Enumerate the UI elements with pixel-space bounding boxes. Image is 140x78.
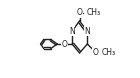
Text: CH₃: CH₃ bbox=[101, 48, 115, 57]
Text: N: N bbox=[69, 27, 75, 36]
Text: O: O bbox=[61, 40, 67, 49]
Text: N: N bbox=[84, 27, 90, 36]
Text: CH₃: CH₃ bbox=[86, 8, 100, 17]
Text: O: O bbox=[77, 8, 82, 17]
Text: O: O bbox=[93, 48, 98, 57]
